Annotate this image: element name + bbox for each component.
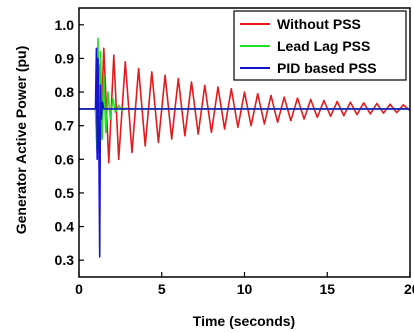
plot-lines bbox=[79, 37, 411, 258]
legend: Without PSS Lead Lag PSS PID based PSS bbox=[233, 10, 407, 81]
y-tick-label: 0.4 bbox=[55, 219, 75, 235]
series-line-without-pss bbox=[79, 47, 411, 164]
legend-label-lead-lag-pss: Lead Lag PSS bbox=[277, 38, 370, 54]
x-tick-label: 0 bbox=[75, 281, 83, 297]
y-tick-label: 0.6 bbox=[55, 151, 75, 167]
x-tick-label: 15 bbox=[319, 281, 335, 297]
series-line-pid-based-pss bbox=[79, 47, 410, 258]
y-tick-label: 0.9 bbox=[55, 50, 75, 66]
x-axis-title: Time (seconds) bbox=[193, 313, 295, 329]
legend-label-pid-based-pss: PID based PSS bbox=[277, 60, 377, 76]
legend-label-without-pss: Without PSS bbox=[277, 16, 361, 32]
y-tick-label: 0.7 bbox=[55, 118, 75, 134]
x-tick-label: 20 bbox=[404, 281, 414, 297]
y-tick-label: 1.0 bbox=[55, 17, 75, 33]
x-tick-label: 5 bbox=[158, 281, 166, 297]
x-tick-label: 10 bbox=[237, 281, 253, 297]
y-axis-title: Generator Active Power (pu) bbox=[13, 46, 29, 235]
series-line-lead-lag-pss bbox=[79, 37, 410, 154]
y-tick-label: 0.5 bbox=[55, 185, 75, 201]
y-tick-label: 0.8 bbox=[55, 84, 75, 100]
ticks: 0 5 10 15 20 0.3 0.4 0.5 0.6 0.7 0.8 0.9 1.0 bbox=[55, 17, 414, 297]
plot-frame bbox=[78, 7, 411, 278]
y-tick-label: 0.3 bbox=[55, 252, 75, 268]
